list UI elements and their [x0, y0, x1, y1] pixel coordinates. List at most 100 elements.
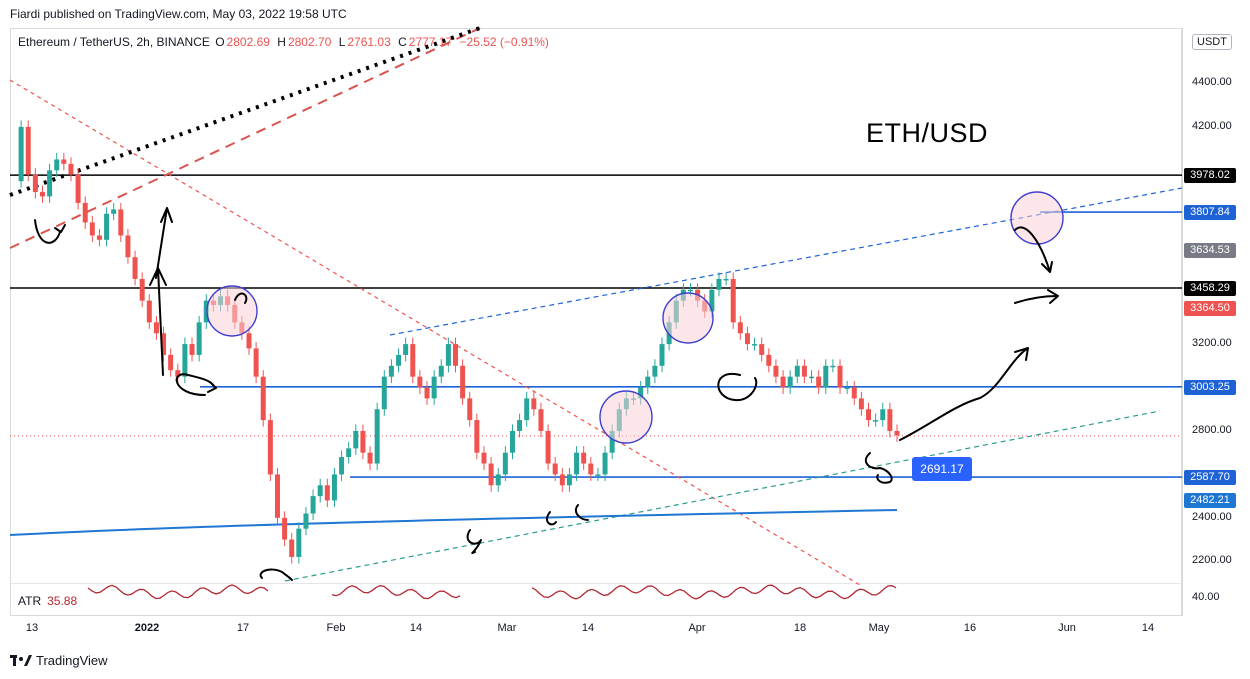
candle-body	[317, 485, 323, 497]
candle-body	[873, 420, 879, 422]
candle-body	[32, 174, 38, 193]
atr-legend[interactable]: ATR 35.88	[18, 594, 77, 608]
ema-line	[9, 509, 898, 536]
x-tick-label: 14	[1141, 622, 1155, 634]
brand-name: TradingView	[36, 653, 108, 668]
candle-body	[474, 420, 480, 453]
x-tick-label: 16	[963, 622, 977, 634]
symbol-name[interactable]: Ethereum / TetherUS, 2h, BINANCE	[18, 35, 210, 49]
candle-body	[161, 333, 167, 355]
price-level-badge: 3978.02	[1184, 168, 1236, 184]
channel-upper	[389, 187, 1183, 336]
candle-body	[816, 376, 822, 388]
trendline-down	[9, 79, 861, 586]
candle-body	[89, 222, 95, 236]
atr-axis-tick: 40.00	[1192, 591, 1220, 603]
candle-body	[773, 365, 779, 377]
candle-body	[545, 430, 551, 464]
candle-body	[374, 409, 380, 464]
candle-body	[830, 365, 836, 368]
candle-body	[104, 213, 110, 240]
symbol-legend[interactable]: Ethereum / TetherUS, 2h, BINANCE O 2802.6…	[18, 35, 553, 49]
candle-body	[139, 278, 145, 301]
candle-body	[381, 376, 387, 410]
tradingview-logo[interactable]: TradingView	[10, 653, 108, 668]
candle-body	[787, 376, 793, 388]
candle-body	[609, 430, 615, 453]
x-tick-label: Jun	[1058, 622, 1076, 634]
candle-body	[47, 170, 53, 197]
candle-body	[431, 376, 437, 399]
change-value: −25.52 (−0.91%)	[459, 35, 549, 49]
candle-body	[267, 420, 273, 475]
candle-body	[253, 348, 259, 377]
candle-body	[346, 448, 352, 458]
candle-body	[153, 322, 159, 334]
candle-body	[111, 209, 117, 214]
candle-body	[687, 289, 693, 292]
hand-drawn-arrow	[34, 219, 66, 244]
candle-body	[759, 344, 765, 355]
price-level-badge: 3458.29	[1184, 280, 1236, 296]
candle-body	[858, 398, 864, 410]
candle-body	[744, 333, 750, 345]
y-tick-label: 2800.00	[1192, 423, 1232, 436]
x-tick-label: Feb	[326, 622, 346, 634]
candle-body	[531, 398, 537, 410]
candle-body	[467, 398, 473, 421]
candle-body	[780, 376, 786, 388]
x-tick-label: 13	[25, 622, 39, 634]
highlight-circle	[1010, 191, 1064, 245]
candle-body	[502, 452, 508, 475]
hand-drawn-arrow	[234, 292, 248, 304]
candle-body	[410, 344, 416, 377]
trendline-dotted	[9, 26, 481, 197]
price-level-badge: 2587.70	[1184, 470, 1236, 486]
hand-drawn-arrow	[259, 568, 293, 581]
candle-body	[274, 474, 280, 518]
currency-selector[interactable]: USDT	[1192, 34, 1232, 50]
high-value: 2802.70	[287, 35, 332, 49]
candle-body	[96, 235, 102, 240]
candle-body	[730, 278, 736, 323]
candle-body	[353, 430, 359, 449]
trendline-red-dashed	[9, 27, 481, 249]
candle-body	[303, 513, 309, 529]
candle-body	[552, 463, 558, 475]
candle-body	[68, 163, 74, 175]
candle-body	[460, 365, 466, 399]
candle-body	[310, 496, 316, 514]
y-tick-label: 4400.00	[1192, 76, 1232, 89]
x-tick-label: 18	[793, 622, 807, 634]
hand-drawn-arrow	[574, 504, 589, 521]
candle-body	[652, 365, 658, 377]
atr-value: 35.88	[47, 594, 78, 608]
hand-drawn-arrow	[1014, 289, 1059, 304]
candle-body	[538, 409, 544, 431]
hand-drawn-arrow	[864, 452, 893, 484]
candle-body	[595, 474, 601, 476]
candle-body	[453, 344, 458, 366]
candle-body	[752, 344, 758, 346]
hand-drawn-arrow	[155, 207, 173, 279]
price-level-badge: 3807.84	[1184, 205, 1236, 221]
candle-body	[481, 452, 487, 464]
candle-body	[794, 365, 800, 377]
price-level-badge: 3634.53	[1184, 242, 1236, 258]
candle-body	[18, 126, 24, 182]
hand-drawn-arrow	[899, 347, 1029, 441]
candle-body	[574, 452, 580, 475]
y-tick-label: 3200.00	[1192, 337, 1232, 350]
hand-drawn-arrow	[1014, 226, 1053, 273]
x-tick-label: 2022	[134, 622, 160, 634]
chart-annotation-title: ETH/USD	[866, 118, 989, 148]
candle-body	[324, 485, 330, 501]
candle-body	[894, 430, 900, 436]
candle-body	[659, 344, 665, 366]
candle-body	[360, 430, 366, 453]
candle-body	[424, 387, 430, 399]
candle-body	[189, 344, 195, 355]
candle-body	[367, 452, 373, 464]
channel-lower	[284, 410, 1161, 582]
